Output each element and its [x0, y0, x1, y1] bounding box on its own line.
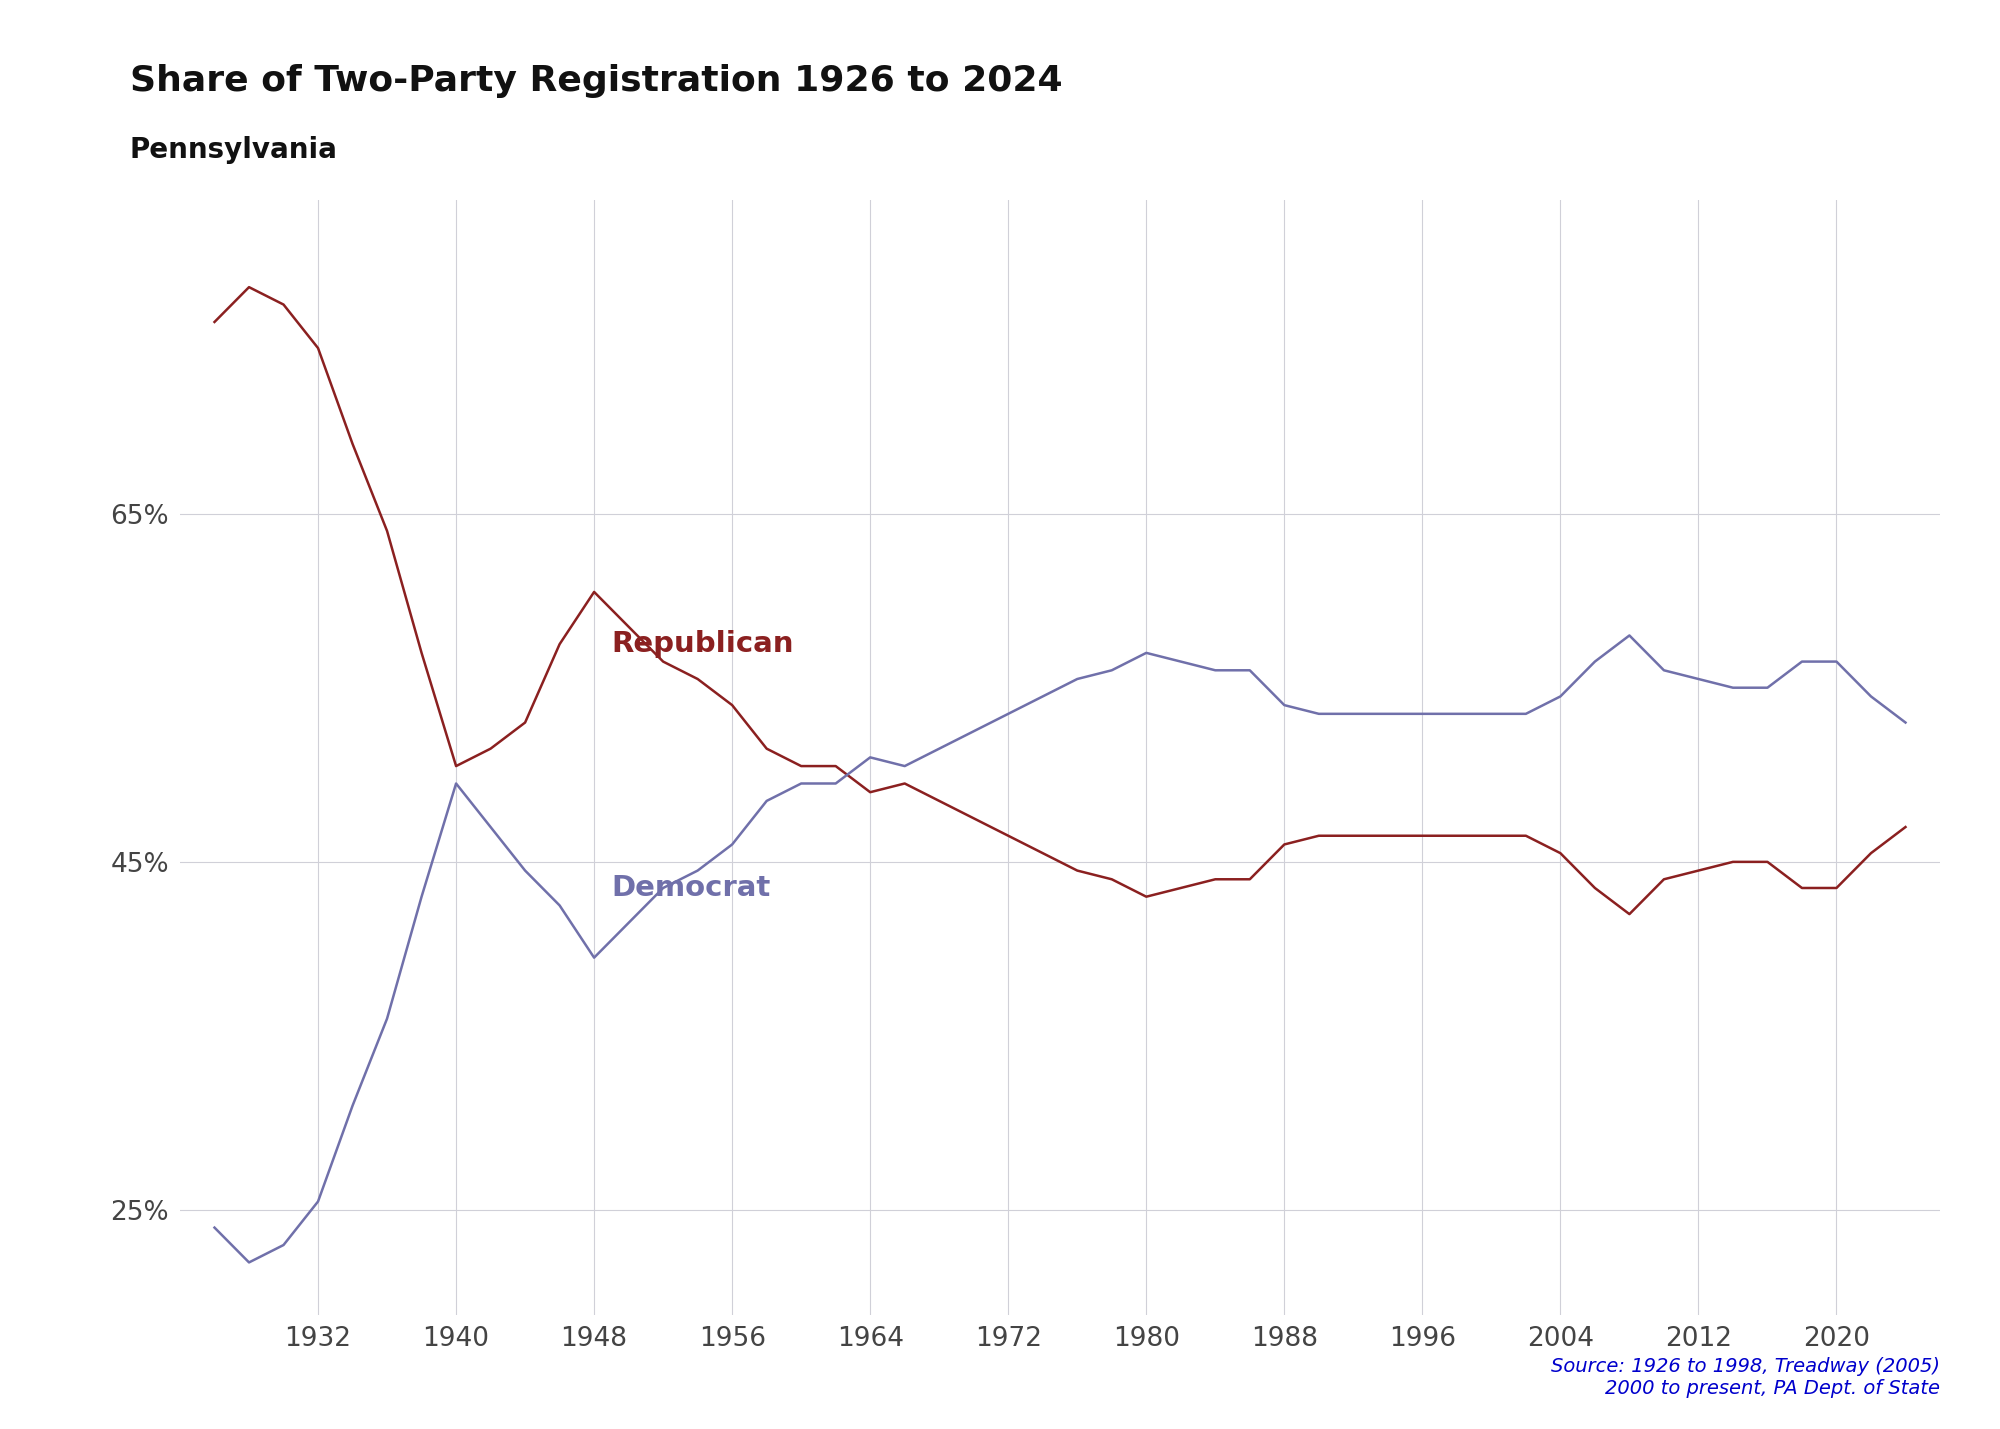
Text: Democrat: Democrat: [612, 875, 770, 902]
Text: Source: 1926 to 1998, Treadway (2005)
2000 to present, PA Dept. of State: Source: 1926 to 1998, Treadway (2005) 20…: [1552, 1356, 1940, 1398]
Text: Pennsylvania: Pennsylvania: [130, 136, 338, 164]
Text: Republican: Republican: [612, 630, 794, 659]
Text: Share of Two-Party Registration 1926 to 2024: Share of Two-Party Registration 1926 to …: [130, 64, 1062, 99]
